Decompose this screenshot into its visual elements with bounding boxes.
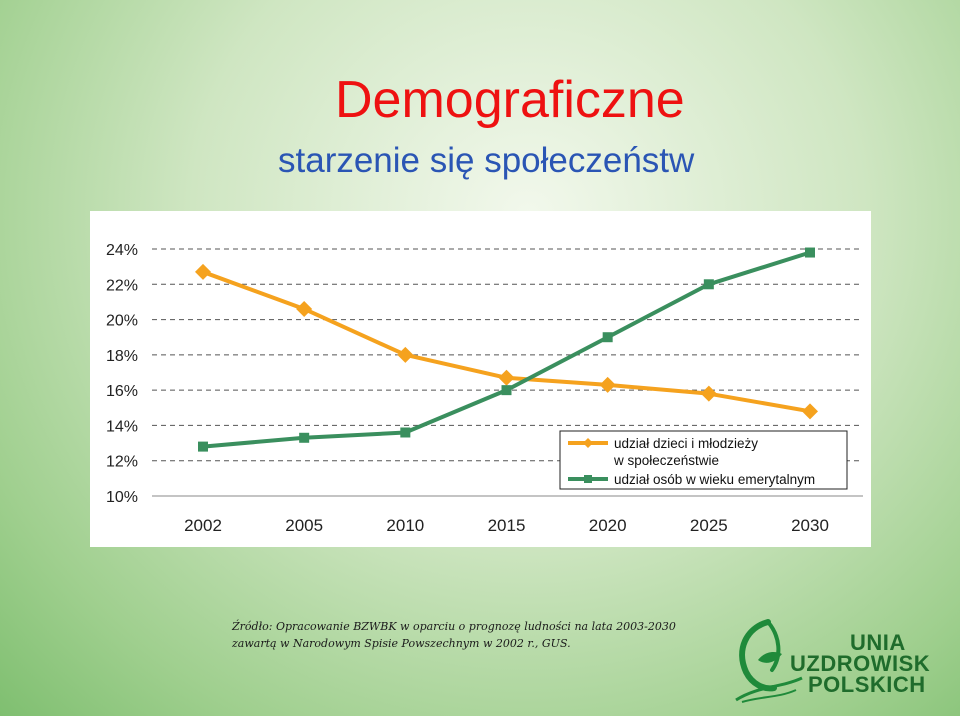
- data-point: [195, 263, 211, 280]
- legend-label: w społeczeństwie: [613, 453, 719, 468]
- x-tick-label: 2010: [386, 516, 424, 535]
- legend-label: udział osób w wieku emerytalnym: [614, 472, 815, 487]
- x-tick-label: 2020: [589, 516, 627, 535]
- data-point: [299, 432, 310, 443]
- data-point: [198, 441, 208, 452]
- x-tick-label: 2015: [488, 516, 526, 535]
- logo: UNIA UZDROWISK POLSKICH: [728, 616, 931, 706]
- y-tick-label: 12%: [106, 454, 138, 471]
- series-line: [202, 250, 811, 449]
- data-point: [397, 346, 414, 363]
- leaf-swirl-logo-icon: [735, 619, 803, 703]
- logo-text-line-1: UNIA: [850, 630, 906, 655]
- x-tick-label: 2025: [690, 516, 728, 535]
- y-tick-label: 24%: [106, 242, 138, 259]
- y-tick-label: 10%: [106, 489, 138, 506]
- legend-marker: [583, 438, 593, 448]
- data-point: [602, 332, 613, 343]
- source-line-2: zawartą w Narodowym Spisie Powszechnym w…: [232, 637, 571, 650]
- logo-text-line-3: POLSKICH: [808, 672, 926, 697]
- x-tick-label: 2030: [791, 516, 829, 535]
- line-chart: 10% 12% 14% 16% 18% 20% 22% 24% 2002 2005 2010 2015…: [106, 242, 863, 535]
- source-note: Źródło: Opracowanie BZWBK w oparciu o pr…: [232, 618, 676, 652]
- y-tick-label: 16%: [106, 383, 138, 400]
- logo-text-line-2: UZDROWISK: [790, 651, 931, 676]
- y-tick-label: 20%: [106, 313, 138, 330]
- y-tick-label: 18%: [106, 348, 138, 365]
- legend-label: udział dzieci i młodzieży: [614, 436, 758, 451]
- x-tick-label: 2002: [184, 516, 222, 535]
- data-point: [501, 385, 512, 396]
- legend-marker: [584, 475, 592, 483]
- page-subtitle: starzenie się społeczeństw: [278, 141, 695, 180]
- x-tick-label: 2005: [285, 516, 323, 535]
- data-point: [296, 300, 313, 317]
- page-title: Demograficzne: [335, 71, 685, 129]
- y-tick-label: 14%: [106, 418, 138, 435]
- chart-panel: 10% 12% 14% 16% 18% 20% 22% 24% 2002 2005 2010 2015…: [90, 211, 871, 547]
- data-point: [805, 247, 815, 258]
- data-point: [700, 385, 717, 402]
- y-tick-label: 22%: [106, 277, 138, 294]
- data-point: [400, 427, 411, 438]
- data-point: [599, 376, 616, 393]
- data-point: [498, 369, 515, 386]
- source-line-1: Źródło: Opracowanie BZWBK w oparciu o pr…: [232, 620, 676, 633]
- data-point: [802, 403, 818, 420]
- data-point: [703, 279, 714, 290]
